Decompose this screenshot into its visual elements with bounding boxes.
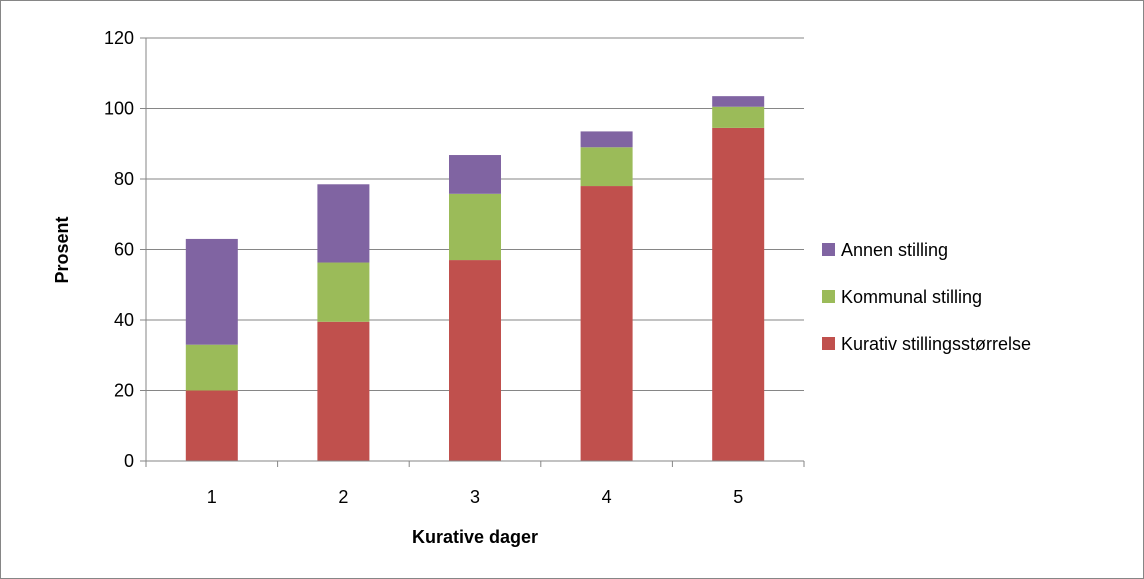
bar-segment-2-4 xyxy=(580,147,633,187)
legend-swatch xyxy=(822,337,835,350)
bar-segment-3-3 xyxy=(449,155,501,194)
axes xyxy=(140,37,805,467)
x-tick-label: 5 xyxy=(733,487,743,507)
bar-segment-1-3 xyxy=(449,260,501,461)
y-tick-label: 20 xyxy=(114,381,134,401)
x-tick-label: 2 xyxy=(338,487,348,507)
y-tick-labels: 0 20 40 60 80 100 120 xyxy=(104,28,134,471)
legend-label: Kommunal stilling xyxy=(841,287,982,307)
x-axis-title: Kurative dager xyxy=(412,527,538,547)
x-tick-label: 3 xyxy=(470,487,480,507)
legend-swatch xyxy=(822,243,835,256)
bar-segment-3-4 xyxy=(580,131,633,148)
x-tick-label: 1 xyxy=(207,487,217,507)
y-tick-label: 40 xyxy=(114,310,134,330)
y-tick-label: 100 xyxy=(104,99,134,119)
bar-segment-1-2 xyxy=(317,321,370,461)
bar-segment-3-5 xyxy=(712,96,765,107)
y-tick-label: 0 xyxy=(124,451,134,471)
bar-segment-2-2 xyxy=(317,262,370,322)
y-tick-label: 120 xyxy=(104,28,134,48)
gridlines xyxy=(146,37,804,391)
y-axis-title: Prosent xyxy=(52,216,72,283)
bar-segment-1-4 xyxy=(580,186,633,462)
bar-segment-2-3 xyxy=(449,193,501,261)
legend: Annen stilling Kommunal stilling Kurativ s… xyxy=(822,240,1031,354)
bars xyxy=(185,96,765,462)
legend-swatch xyxy=(822,290,835,303)
bar-segment-2-1 xyxy=(185,344,238,391)
bar-segment-3-1 xyxy=(185,238,238,345)
bar-segment-1-5 xyxy=(712,127,765,461)
y-tick-label: 60 xyxy=(114,240,134,260)
bar-segment-1-1 xyxy=(185,390,238,461)
bar-segment-3-2 xyxy=(317,184,370,263)
y-tick-label: 80 xyxy=(114,169,134,189)
legend-label: Kurativ stillingsstørrelse xyxy=(841,334,1031,354)
x-tick-label: 4 xyxy=(602,487,612,507)
x-tick-labels: 1 2 3 4 5 xyxy=(207,487,743,507)
bar-segment-2-5 xyxy=(712,106,765,128)
legend-label: Annen stilling xyxy=(841,240,948,260)
